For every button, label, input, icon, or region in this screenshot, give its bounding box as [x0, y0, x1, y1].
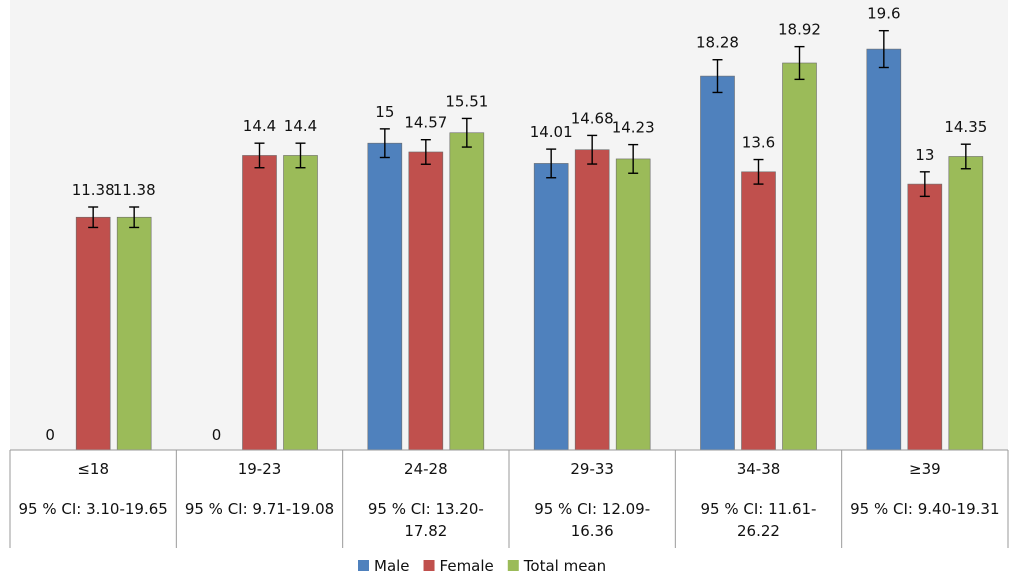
data-label: 14.4	[243, 117, 276, 135]
ci-label: 95 % CI: 9.71-19.08	[185, 500, 334, 518]
bar-female-2	[408, 151, 444, 451]
bar-female-5	[907, 183, 943, 451]
ci-label: 95 % CI: 11.61-	[701, 500, 817, 518]
data-label: 14.68	[571, 109, 614, 127]
bar-female-3	[574, 149, 610, 451]
category-label: ≤18	[77, 460, 109, 478]
error-bar	[254, 142, 265, 169]
bar-male-4	[700, 75, 735, 451]
data-label: 15.51	[445, 92, 488, 110]
ci-label: 95 % CI: 13.20-	[368, 500, 484, 518]
legend-label: Total mean	[523, 557, 606, 575]
bar-total-mean-5	[948, 156, 984, 451]
legend-label: Female	[440, 557, 494, 575]
bar-total-mean-1	[283, 155, 318, 451]
data-label: 11.38	[72, 181, 115, 199]
data-label: 14.23	[612, 119, 655, 137]
error-bar	[587, 134, 598, 165]
category-label: 29-33	[570, 460, 614, 478]
data-label: 14.57	[404, 114, 447, 132]
data-label: 19.6	[867, 5, 900, 23]
data-label: 14.01	[530, 123, 573, 141]
bar-female-4	[741, 171, 776, 451]
error-bar	[628, 143, 639, 174]
error-bar	[379, 128, 390, 159]
bar-total-mean-3	[615, 158, 651, 451]
error-bar	[546, 148, 557, 179]
category-label: 34-38	[737, 460, 781, 478]
bar-female-0	[75, 216, 111, 451]
ci-label: 95 % CI: 12.09-	[534, 500, 650, 518]
error-bar	[88, 206, 99, 229]
legend-swatch	[358, 560, 369, 571]
data-label: 11.38	[113, 181, 156, 199]
error-bar	[461, 117, 472, 148]
bar-total-mean-2	[449, 132, 485, 451]
data-label: 0	[45, 426, 55, 444]
bar-male-3	[533, 163, 569, 451]
ci-label: 95 % CI: 9.40-19.31	[850, 500, 999, 518]
legend-swatch	[507, 560, 519, 571]
legend-item: Male	[358, 557, 410, 575]
ci-label: 16.36	[571, 522, 614, 540]
error-bar	[753, 158, 764, 185]
ci-label: 17.82	[404, 522, 447, 540]
data-label: 13.6	[742, 134, 775, 152]
error-bar	[295, 142, 306, 169]
error-bar	[129, 206, 140, 229]
bar-male-5	[866, 48, 902, 451]
legend: Male Female Total mean	[358, 557, 606, 575]
bar-total-mean-0	[116, 216, 152, 451]
legend-swatch	[423, 560, 435, 571]
bar-female-1	[242, 155, 277, 451]
error-bar	[712, 59, 723, 94]
bar-total-mean-4	[782, 62, 817, 451]
error-bar	[878, 29, 889, 69]
legend-label: Male	[374, 557, 410, 575]
data-label: 15	[375, 103, 394, 121]
category-label: ≥39	[909, 460, 941, 478]
data-label: 0	[212, 426, 222, 444]
error-bar	[960, 143, 971, 170]
error-bar	[794, 45, 805, 81]
category-table: ≤18 95 % CI: 3.10-19.65 19-23 95 % CI: 9.71…	[9, 449, 1009, 548]
data-label: 14.35	[944, 118, 987, 136]
data-label: 14.4	[284, 117, 317, 135]
ci-label: 95 % CI: 3.10-19.65	[18, 500, 167, 518]
category-label: 19-23	[238, 460, 282, 478]
data-label: 18.28	[696, 34, 739, 52]
bar-male-2	[367, 142, 403, 451]
data-label: 13	[915, 146, 934, 164]
category-label: 24-28	[404, 460, 448, 478]
legend-item: Total mean	[507, 557, 606, 575]
error-bar	[919, 171, 930, 198]
ci-label: 26.22	[737, 522, 780, 540]
error-bar	[420, 139, 431, 165]
legend-item: Female	[423, 557, 494, 575]
data-label: 18.92	[778, 21, 821, 39]
plot-area	[10, 0, 1008, 450]
